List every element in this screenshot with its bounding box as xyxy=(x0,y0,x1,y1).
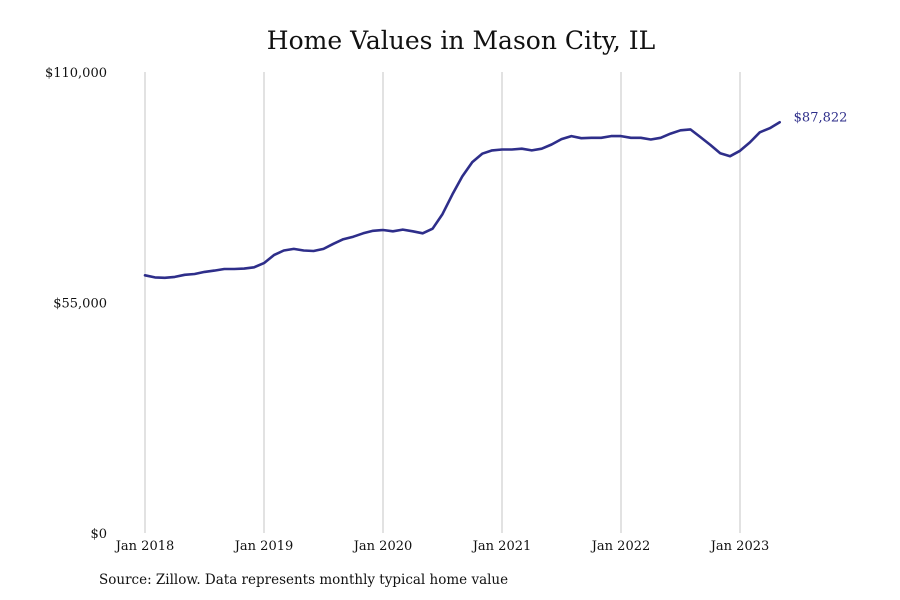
source-note: Source: Zillow. Data represents monthly … xyxy=(99,572,509,588)
x-tick-label: Jan 2019 xyxy=(233,539,294,554)
series-line-home-value xyxy=(143,121,782,280)
x-tick-label: Jan 2023 xyxy=(709,539,770,554)
end-label-layer: $87,822 xyxy=(794,110,848,125)
x-tick-label: Jan 2021 xyxy=(471,539,532,554)
series-layer xyxy=(143,121,782,280)
end-value-label: $87,822 xyxy=(794,110,848,125)
x-tick-label: Jan 2018 xyxy=(114,539,175,554)
x-tick-label: Jan 2022 xyxy=(590,539,651,554)
chart-title: Home Values in Mason City, IL xyxy=(266,26,656,55)
y-tick-label: $55,000 xyxy=(53,297,107,312)
y-tick-label: $110,000 xyxy=(45,66,107,81)
y-axis-ticks: $0 $55,000 $110,000 xyxy=(45,66,107,542)
x-axis-ticks: Jan 2018 Jan 2019 Jan 2020 Jan 2021 Jan 2022… xyxy=(114,539,770,554)
y-tick-label: $0 xyxy=(90,527,107,542)
gridlines xyxy=(144,72,741,533)
x-tick-label: Jan 2020 xyxy=(352,539,413,554)
